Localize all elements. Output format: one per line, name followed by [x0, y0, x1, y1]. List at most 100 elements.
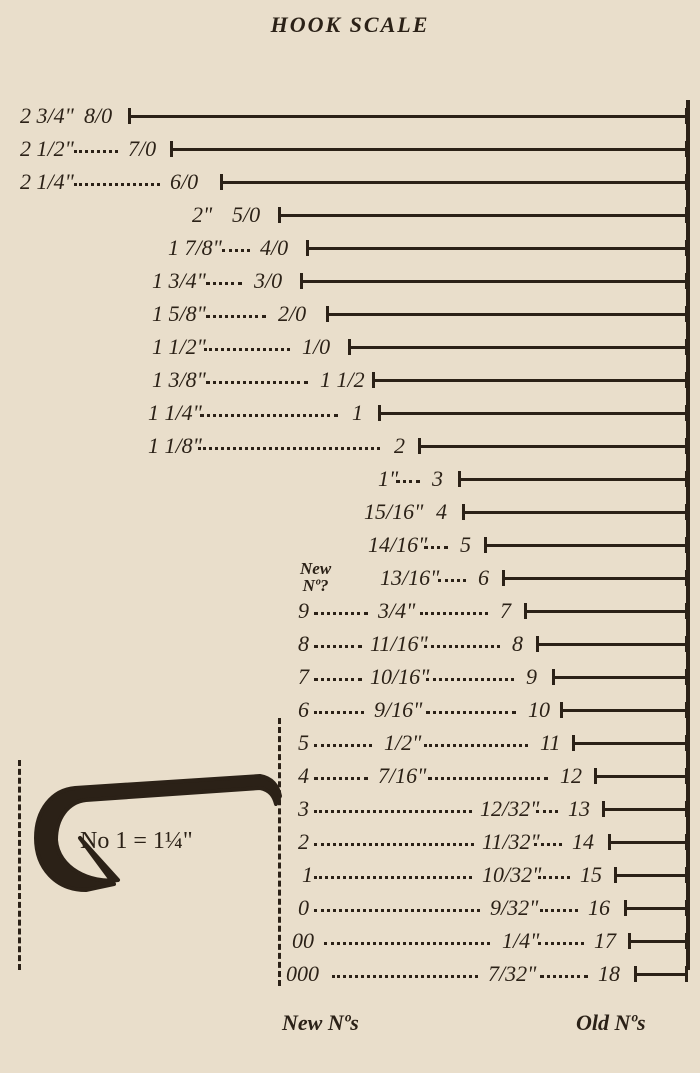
- scale-bar: [458, 478, 688, 481]
- footer-old-nos: Old Nºs: [576, 1010, 646, 1036]
- size-inches-label: 1 1/2": [152, 334, 206, 360]
- size-inches-label: 10/32": [482, 862, 541, 888]
- size-inches-label: 1 7/8": [168, 235, 222, 261]
- leader-dots: [420, 610, 488, 615]
- leader-dots: [538, 874, 570, 879]
- scale-bar: [602, 808, 688, 811]
- new-number-label: 4: [298, 763, 309, 789]
- size-inches-label: 1/4": [502, 928, 539, 954]
- leader-dots: [428, 775, 548, 780]
- hook-number-label: 7/0: [128, 136, 156, 162]
- hook-number-label: 2/0: [278, 301, 306, 327]
- scale-bar: [170, 148, 688, 151]
- hook-number-label: 10: [528, 697, 550, 723]
- leader-dots: [540, 907, 578, 912]
- new-number-label: 0: [298, 895, 309, 921]
- scale-bar: [372, 379, 688, 382]
- leader-dots: [314, 874, 472, 879]
- size-inches-label: 7/32": [488, 961, 536, 987]
- hook-number-label: 16: [588, 895, 610, 921]
- scale-bar: [628, 940, 688, 943]
- hook-number-label: 11: [540, 730, 560, 756]
- leader-dots: [424, 742, 528, 747]
- size-inches-label: 1/2": [384, 730, 421, 756]
- new-number-label: 1: [302, 862, 313, 888]
- size-inches-label: 1 5/8": [152, 301, 206, 327]
- leader-dots: [536, 808, 558, 813]
- scale-bar: [300, 280, 688, 283]
- scale-bar: [594, 775, 688, 778]
- leader-dots: [424, 643, 500, 648]
- leader-dots: [314, 709, 364, 714]
- size-inches-label: 15/16": [364, 499, 423, 525]
- hook-number-label: 13: [568, 796, 590, 822]
- new-number-label: 2: [298, 829, 309, 855]
- size-inches-label: 13/16": [380, 565, 439, 591]
- scale-bar: [220, 181, 688, 184]
- leader-dots: [538, 940, 584, 945]
- leader-dots: [424, 544, 448, 549]
- size-inches-label: 2 1/2": [20, 136, 74, 162]
- size-inches-label: 1 1/8": [148, 433, 202, 459]
- footer-new-nos: New Nºs: [282, 1010, 359, 1036]
- scale-bar: [614, 874, 688, 877]
- leader-dots: [314, 676, 362, 681]
- leader-dots: [332, 973, 478, 978]
- scale-bar: [536, 643, 688, 646]
- new-number-label: 7: [298, 664, 309, 690]
- scale-bar: [624, 907, 688, 910]
- leader-dots: [324, 940, 490, 945]
- scale-bar: [524, 610, 688, 613]
- leader-dots: [540, 973, 588, 978]
- hook-number-label: 7: [500, 598, 511, 624]
- size-inches-label: 11/16": [370, 631, 428, 657]
- hook-number-label: 1/0: [302, 334, 330, 360]
- scale-bar: [462, 511, 688, 514]
- new-number-label: 8: [298, 631, 309, 657]
- leader-dots: [206, 313, 266, 318]
- size-inches-label: 10/16": [370, 664, 429, 690]
- hook-number-label: 9: [526, 664, 537, 690]
- hook-number-label: 2: [394, 433, 405, 459]
- scale-bar: [634, 973, 688, 976]
- hook-number-label: 15: [580, 862, 602, 888]
- leader-dots: [200, 412, 338, 417]
- leader-dots: [204, 346, 290, 351]
- scale-bar: [572, 742, 688, 745]
- new-number-label: 00: [292, 928, 314, 954]
- hook-number-label: 12: [560, 763, 582, 789]
- leader-dots: [222, 247, 250, 252]
- hook-caption: No 1 = 1¼": [80, 828, 193, 855]
- leader-dots: [198, 445, 380, 450]
- leader-dots: [426, 676, 514, 681]
- leader-dots: [314, 610, 368, 615]
- new-number-label: 000: [286, 961, 319, 987]
- size-inches-label: 1 1/4": [148, 400, 202, 426]
- hook-number-label: 14: [572, 829, 594, 855]
- size-inches-label: 9/32": [490, 895, 538, 921]
- new-number-label: 9: [298, 598, 309, 624]
- hook-number-label: 8/0: [84, 103, 112, 129]
- leader-dots: [426, 709, 516, 714]
- size-inches-label: 12/32": [480, 796, 539, 822]
- size-inches-label: 7/16": [378, 763, 426, 789]
- size-inches-label: 2": [192, 202, 212, 228]
- leader-dots: [206, 280, 242, 285]
- size-inches-label: 1 3/8": [152, 367, 206, 393]
- scale-bar: [552, 676, 688, 679]
- leader-dots: [74, 181, 160, 186]
- hook-number-label: 4: [436, 499, 447, 525]
- scale-bar: [306, 247, 688, 250]
- scale-bar: [418, 445, 688, 448]
- hook-scale-chart: 2 3/4"8/02 1/2"7/02 1/4"6/02"5/01 7/8"4/…: [0, 0, 700, 1073]
- scale-bar: [348, 346, 688, 349]
- leader-dots: [438, 577, 466, 582]
- hook-number-label: 3: [432, 466, 443, 492]
- new-nos-badge: NewNº?: [300, 560, 331, 594]
- scale-bar: [502, 577, 688, 580]
- hook-number-label: 5: [460, 532, 471, 558]
- hook-number-label: 1 1/2: [320, 367, 365, 393]
- size-inches-label: 2 1/4": [20, 169, 74, 195]
- new-number-label: 5: [298, 730, 309, 756]
- leader-dots: [74, 148, 118, 153]
